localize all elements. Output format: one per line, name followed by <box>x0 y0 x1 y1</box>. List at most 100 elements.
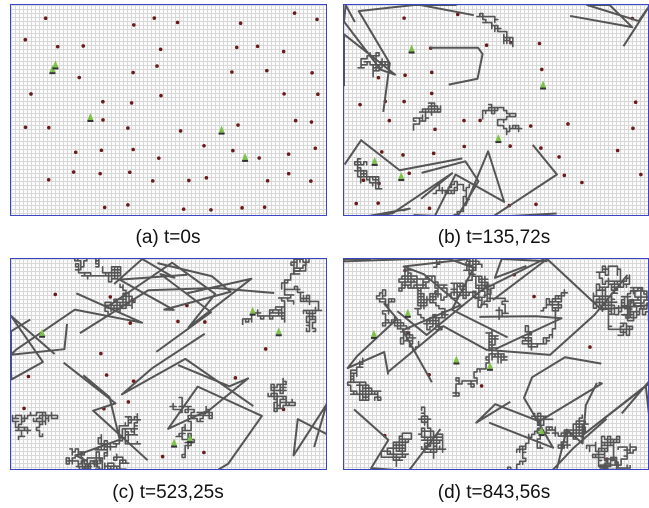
robot-trail <box>450 261 509 321</box>
target-dot <box>262 205 267 209</box>
robot-trail <box>476 12 514 48</box>
target-dot <box>77 75 82 80</box>
target-dot <box>528 124 533 128</box>
panel-d-plot <box>344 259 648 469</box>
robot-trail <box>506 412 554 469</box>
robot-trail <box>481 103 523 136</box>
robot-trail <box>11 411 59 441</box>
target-dot <box>101 118 105 122</box>
target-dot <box>354 201 359 206</box>
target-dot <box>403 73 407 77</box>
robot-trail <box>463 259 495 307</box>
target-dot <box>128 321 133 325</box>
robot-trail <box>585 435 621 469</box>
robot-marker <box>249 306 256 316</box>
target-dot <box>316 92 320 96</box>
target-dot <box>534 202 538 207</box>
target-dot <box>631 126 635 131</box>
robot-trail <box>65 448 104 469</box>
target-dot <box>401 153 405 157</box>
target-dot <box>508 144 512 148</box>
robot-marker <box>218 125 225 135</box>
robot-trail <box>344 139 463 172</box>
robot-trail <box>120 332 254 407</box>
robot-trail <box>380 432 413 467</box>
robot-trail <box>353 157 383 190</box>
robot-trail <box>432 180 471 215</box>
robot-trail <box>412 102 442 131</box>
target-dot <box>313 146 318 151</box>
target-dot <box>265 178 270 183</box>
target-dot <box>108 295 113 299</box>
robot-trail <box>488 356 602 449</box>
target-dot <box>286 152 291 156</box>
target-dot <box>55 44 60 49</box>
target-dot <box>431 151 436 156</box>
robot-trail <box>580 381 648 438</box>
robot-marker <box>171 438 178 448</box>
robot-trail <box>353 408 442 469</box>
target-dot <box>309 120 314 124</box>
robot-trail <box>357 51 389 78</box>
target-dot <box>240 206 244 210</box>
robot-trail <box>290 259 310 275</box>
target-dot <box>73 150 78 155</box>
target-dot <box>159 93 163 98</box>
panel-c-plot <box>11 259 326 469</box>
target-dot <box>160 454 165 459</box>
target-dot <box>402 99 406 104</box>
target-dot <box>566 122 570 126</box>
target-dot <box>204 176 209 180</box>
robot-trail <box>417 406 447 459</box>
target-dot <box>126 400 131 404</box>
robot-trail <box>521 289 569 351</box>
target-dot <box>203 320 207 324</box>
target-dot <box>23 37 28 42</box>
robot-marker <box>371 156 378 166</box>
panel-b-map <box>343 4 649 216</box>
target-dot <box>230 70 234 74</box>
target-dot <box>633 100 638 104</box>
target-dot <box>104 373 109 377</box>
target-dot <box>209 208 213 212</box>
target-dot <box>175 20 180 25</box>
target-dot <box>126 203 130 207</box>
target-dot <box>238 21 243 25</box>
robot-marker <box>49 65 56 75</box>
target-dot <box>293 118 298 123</box>
target-dot <box>433 127 437 132</box>
target-dot <box>281 49 286 54</box>
target-dot <box>615 148 620 153</box>
target-dot <box>231 148 235 153</box>
target-dot <box>455 12 460 17</box>
target-dot <box>43 16 48 21</box>
caption-c: (c) t=523,25s <box>112 482 224 503</box>
robot-trail <box>413 160 480 215</box>
robot-trail <box>569 5 648 47</box>
robot-trail <box>357 5 474 113</box>
target-dot <box>233 376 238 380</box>
panel-d-map <box>343 258 649 470</box>
target-dot <box>358 102 362 107</box>
robot-trail <box>267 377 296 413</box>
target-dot <box>102 205 107 210</box>
target-dot <box>255 44 260 49</box>
target-dot <box>361 178 366 182</box>
target-dot <box>156 156 161 160</box>
target-dot <box>292 11 297 15</box>
target-dot <box>126 126 130 130</box>
target-dot <box>562 173 567 178</box>
robot-trail <box>284 285 323 333</box>
target-dot <box>23 125 28 130</box>
robot-marker <box>404 308 411 318</box>
target-dot <box>315 17 319 22</box>
robot-trail <box>169 396 213 459</box>
target-dot <box>309 179 313 183</box>
robot-marker <box>275 327 282 337</box>
target-dot <box>53 292 58 297</box>
robot-trail <box>434 150 506 215</box>
panel-b-plot <box>344 5 648 215</box>
robot-trail <box>11 314 56 381</box>
target-dot <box>580 180 584 185</box>
target-dot <box>150 179 155 183</box>
